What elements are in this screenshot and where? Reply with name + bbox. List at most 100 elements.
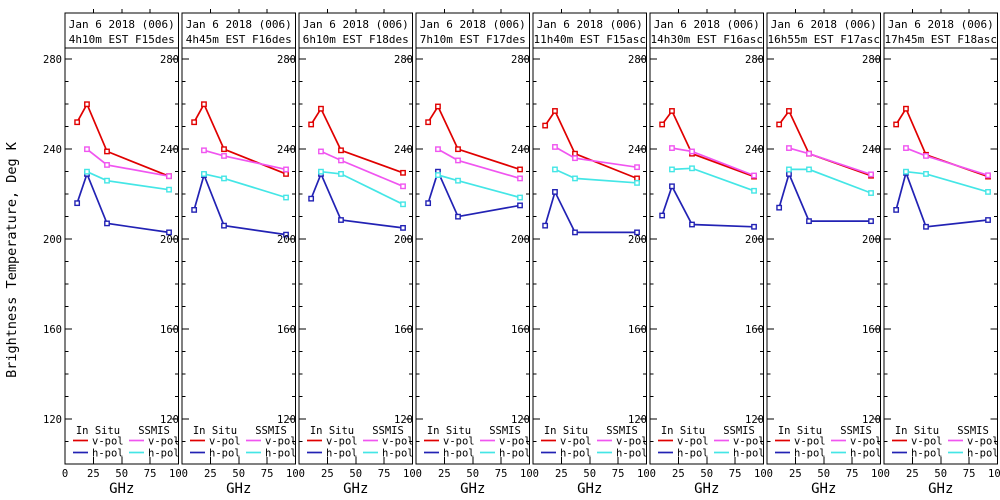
ssmis-v-pol-marker <box>455 157 461 164</box>
ssmis-h-pol-marker <box>669 166 675 173</box>
x-axis-unit-label: GHz <box>928 481 953 497</box>
x-axis-unit-label: GHz <box>694 481 719 497</box>
in-situ-h-pol-marker <box>283 231 289 238</box>
x-tick-label: 50 <box>583 468 596 480</box>
in-situ-v-pol-marker <box>786 108 792 114</box>
legend-insitu-header: In Situ <box>778 425 822 437</box>
y-tick-label: 280 <box>745 54 764 66</box>
chart-panel-2: Jan 6 2018 (006) 4h45m EST F16des In Situ S… <box>181 9 297 465</box>
legend-ssmis-vpol-label: v-pol <box>616 436 648 448</box>
legend-ssmis-hpol-label: h-pol <box>499 448 531 460</box>
ssmis-h-pol-marker <box>318 168 324 175</box>
ssmis-v-pol-marker <box>868 171 874 178</box>
chart-panel-3: Jan 6 2018 (006) 6h10m EST F18des In Situ S… <box>298 9 414 465</box>
ssmis-v-pol-marker <box>221 153 227 159</box>
in-situ-h-pol-line <box>778 171 871 222</box>
in-situ-h-pol-marker <box>689 221 695 228</box>
ssmis-h-pol-marker <box>221 175 227 182</box>
legend-ssmis-hpol-label: h-pol <box>616 448 648 460</box>
x-axis-unit-label: GHz <box>577 481 602 497</box>
legend-insitu-hpol-label: h-pol <box>794 448 826 460</box>
y-tick-label: 120 <box>628 414 647 426</box>
legend-ssmis-vpol-label: v-pol <box>265 436 297 448</box>
ssmis-v-pol-marker <box>985 172 991 179</box>
x-tick-label: 75 <box>495 468 508 480</box>
in-situ-h-pol-markers <box>425 168 523 220</box>
legend-insitu-header: In Situ <box>544 425 588 437</box>
ssmis-h-pol-marker <box>283 194 289 201</box>
ssmis-h-pol-markers <box>435 172 523 201</box>
legend-ssmis-header: SSMIS <box>255 425 287 437</box>
in-situ-v-pol-line <box>544 109 638 180</box>
ssmis-v-pol-marker <box>201 147 207 154</box>
panel-title: Jan 6 2018 (006) <box>69 18 175 31</box>
in-situ-v-pol-marker <box>318 105 324 112</box>
x-tick-label: 75 <box>612 468 625 480</box>
in-situ-h-pol-line <box>310 171 404 229</box>
in-situ-v-pol-marker <box>572 150 578 157</box>
panel-subtitle: 17h45m EST F18asc <box>884 33 997 46</box>
y-tick-label: 200 <box>745 234 764 246</box>
ssmis-h-pol-marker <box>751 187 757 194</box>
ssmis-v-pol-markers <box>669 145 757 179</box>
y-tick-label: 280 <box>394 54 413 66</box>
legend-ssmis-header: SSMIS <box>138 425 170 437</box>
ssmis-v-pol-markers <box>84 146 172 180</box>
panel-title: Jan 6 2018 (006) <box>303 18 409 31</box>
y-tick-label: 240 <box>394 144 413 156</box>
in-situ-v-pol-marker <box>104 148 110 155</box>
y-tick-label: 240 <box>511 144 530 156</box>
y-tick-label: 200 <box>628 234 647 246</box>
ssmis-v-pol-marker <box>634 164 640 171</box>
x-tick-label: 100 <box>286 468 305 480</box>
in-situ-v-pol-markers <box>308 105 406 176</box>
ssmis-v-pol-markers <box>786 145 874 178</box>
x-tick-label: 75 <box>963 468 976 480</box>
panel-title: Jan 6 2018 (006) <box>654 18 760 31</box>
panel-subtitle: 4h45m EST F16des <box>186 33 292 46</box>
ssmis-h-pol-markers <box>903 168 991 195</box>
in-situ-h-pol-line <box>661 184 755 228</box>
legend-ssmis-vpol-label: v-pol <box>850 436 882 448</box>
x-tick-label: 0 <box>62 468 68 480</box>
in-situ-v-pol-line <box>427 104 521 171</box>
x-tick-label: 100 <box>520 468 539 480</box>
in-situ-h-pol-marker <box>659 212 666 219</box>
in-situ-h-pol-marker <box>634 229 640 236</box>
y-tick-label: 120 <box>862 414 881 426</box>
panel-title: Jan 6 2018 (006) <box>771 18 877 31</box>
in-situ-h-pol-line <box>895 169 989 228</box>
y-tick-label: 280 <box>628 54 647 66</box>
panel-subtitle: 4h10m EST F15des <box>69 33 175 46</box>
ssmis-h-pol-markers <box>552 166 640 186</box>
legend-insitu-hpol-label: h-pol <box>677 448 709 460</box>
x-tick-label: 50 <box>349 468 362 480</box>
y-tick-label: 160 <box>160 324 179 336</box>
in-situ-h-pol-marker <box>542 222 549 229</box>
y-tick-label: 200 <box>511 234 530 246</box>
ssmis-v-pol-markers <box>552 144 640 171</box>
legend-ssmis-vpol-label: v-pol <box>382 436 414 448</box>
legend-insitu-hpol-label: h-pol <box>92 448 124 460</box>
y-tick-label: 240 <box>745 144 764 156</box>
x-tick-label: 100 <box>403 468 422 480</box>
ssmis-h-pol-marker <box>338 171 344 177</box>
in-situ-v-pol-marker <box>425 119 432 126</box>
x-tick-label: 25 <box>321 468 334 480</box>
ssmis-h-pol-markers <box>84 168 172 193</box>
x-tick-label: 50 <box>115 468 128 480</box>
ssmis-v-pol-markers <box>318 148 406 190</box>
in-situ-h-pol-markers <box>776 171 874 225</box>
y-tick-label: 160 <box>394 324 413 336</box>
chart-panel-7: Jan 6 2018 (006) 16h55m EST F17asc In Situ… <box>766 9 882 465</box>
legend-ssmis-hpol-label: h-pol <box>850 448 882 460</box>
ssmis-h-pol-marker <box>400 201 406 208</box>
x-tick-label: 25 <box>204 468 217 480</box>
y-tick-label: 240 <box>160 144 179 156</box>
in-situ-h-pol-marker <box>455 213 461 220</box>
ssmis-h-pol-marker <box>689 165 695 172</box>
